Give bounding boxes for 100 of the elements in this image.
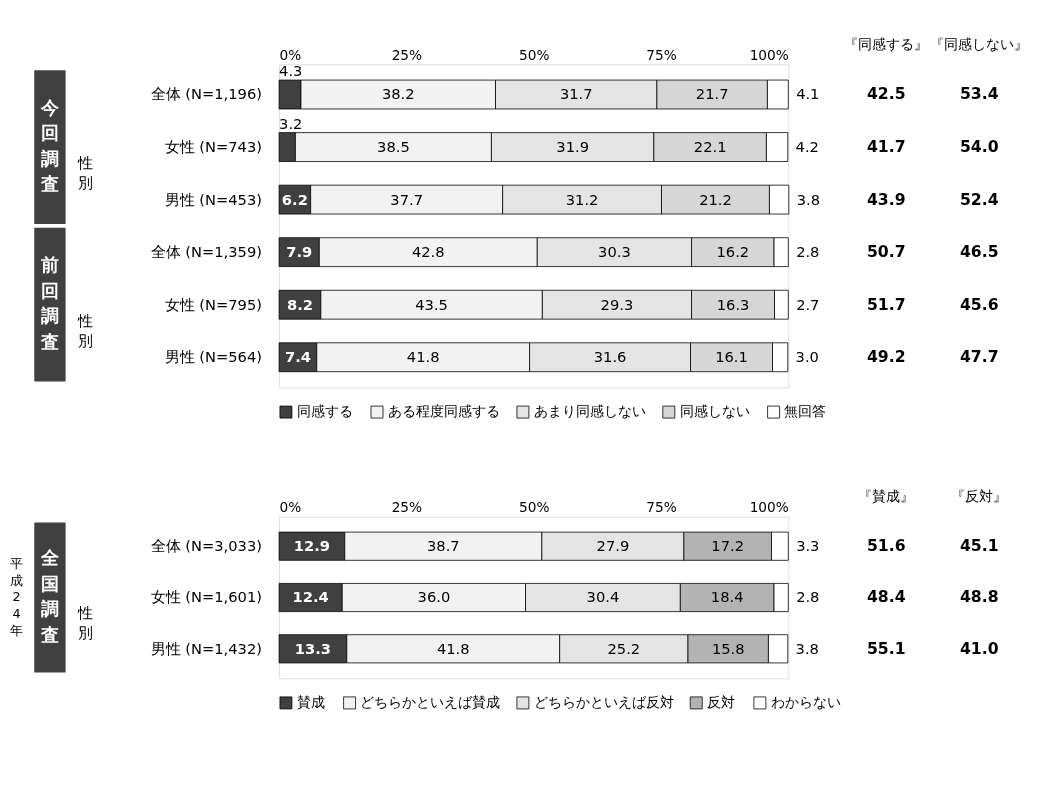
legend-label: 同感する [296,402,353,419]
data-label: 30.4 [586,588,620,606]
text: 41.0 [959,638,999,658]
data-label: 27.9 [596,537,630,555]
data-label: 13.3 [294,639,332,657]
legend-label: どちらかといえば反対 [533,693,674,710]
text: 『賛成』 [858,488,915,505]
text: 平成24年 [10,556,24,638]
x-tick-label: 75% [646,499,677,516]
text: 『反対』 [951,488,1008,505]
y-tick-label: 女性 (N=795) [164,295,262,313]
legend-label: どちらかといえば賛成 [360,693,501,710]
text: 50.7 [866,242,906,262]
data-label: 3.2 [279,114,303,132]
text: 今回調査 [39,97,60,195]
x-tick-label: 25% [391,46,423,63]
data-label: 8.2 [286,295,313,313]
legend-label: 同感しない [679,402,750,419]
text: 49.2 [866,347,906,367]
data-label: 31.7 [559,85,593,103]
data-label: 30.3 [598,243,631,261]
legend-label: ある程度同感する [387,402,500,419]
text: 43.9 [866,189,906,209]
x-tick-label: 0% [279,46,302,63]
data-label: 38.2 [381,85,415,103]
legend-label: あまり同感しない [533,402,646,419]
data-label: 38.7 [426,537,460,555]
data-label: 7.9 [286,243,313,261]
text: 51.6 [866,536,906,556]
text: 41.7 [866,136,906,156]
data-label: 3.0 [795,348,819,366]
text: 48.8 [959,587,999,607]
data-label: 2.8 [796,588,820,606]
legend-label: 無回答 [784,402,827,419]
legend-label: 反対 [707,693,736,710]
data-label: 7.4 [284,348,311,366]
text: 48.4 [866,587,906,607]
text: 55.1 [866,638,906,658]
data-label: 2.7 [796,295,820,313]
data-label: 41.8 [406,348,440,366]
text: 性別 [76,312,93,349]
x-tick-label: 25% [391,499,423,516]
data-label: 17.2 [711,537,745,555]
y-tick-label: 男性 (N=453) [164,190,262,208]
y-tick-label: 女性 (N=743) [164,137,262,155]
text: 47.7 [959,347,999,367]
text: 45.1 [959,536,999,556]
legend-label: 賛成 [296,693,325,710]
data-label: 37.7 [390,190,423,208]
data-label: 16.3 [716,295,750,313]
data-label: 18.4 [710,588,744,606]
text: 性別 [76,604,93,641]
y-tick-label: 全体 (N=1,359) [150,243,262,261]
text: 51.7 [866,294,906,314]
text: 性別 [76,154,93,192]
text: 42.5 [866,84,906,104]
data-label: 4.1 [796,85,820,103]
y-tick-label: 男性 (N=1,432) [150,639,262,657]
data-label: 16.2 [716,243,750,261]
text: 『同感する』 [844,35,929,52]
data-label: 3.3 [796,537,820,555]
y-tick-label: 女性 (N=1,601) [150,588,262,606]
data-label: 43.5 [415,295,448,313]
data-label: 41.8 [436,639,470,657]
text: 『同感しない』 [930,35,1029,52]
data-label: 31.9 [556,137,589,155]
data-label: 42.8 [411,243,445,261]
data-label: 21.7 [695,85,729,103]
text: 52.4 [959,189,999,209]
text: 53.4 [959,84,999,104]
text: 45.6 [959,294,999,314]
data-label: 31.6 [593,348,627,366]
data-label: 3.8 [795,639,819,657]
data-label: 12.9 [293,537,331,555]
text: 全国調査 [39,548,60,645]
x-tick-label: 100% [749,46,789,63]
text: 54.0 [959,136,999,156]
data-label: 36.0 [417,588,451,606]
data-label: 16.1 [715,348,748,366]
x-tick-label: 50% [518,499,550,516]
text: 前回調査 [39,255,59,352]
text: 46.5 [959,242,999,262]
data-label: 6.2 [281,190,308,208]
y-tick-label: 全体 (N=3,033) [150,537,262,555]
x-tick-label: 0% [279,499,302,516]
legend-label: わからない [770,693,841,710]
data-label: 4.3 [279,62,303,80]
data-label: 38.5 [377,137,410,155]
data-label: 22.1 [693,137,727,155]
data-label: 15.8 [711,639,745,657]
data-label: 4.2 [795,137,819,155]
data-label: 29.3 [600,295,634,313]
x-tick-label: 75% [646,46,677,63]
y-tick-label: 男性 (N=564) [164,348,262,366]
x-tick-label: 50% [518,46,550,63]
data-label: 2.8 [796,243,820,261]
data-label: 12.4 [292,588,329,606]
data-label: 21.2 [699,190,732,208]
x-tick-label: 100% [749,499,789,516]
data-label: 31.2 [565,190,599,208]
